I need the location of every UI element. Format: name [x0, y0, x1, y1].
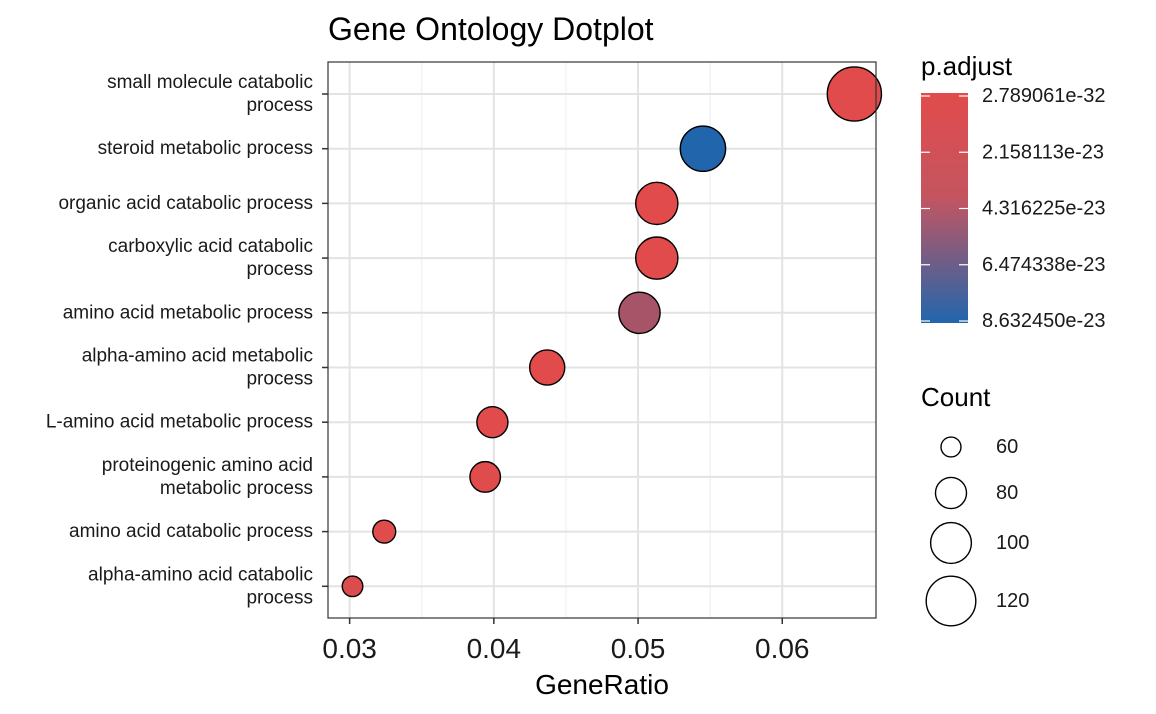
color-legend-labels: 2.789061e-32 2.158113e-23 4.316225e-23 6.47… — [921, 85, 1105, 332]
data-point — [528, 349, 566, 386]
y-tick-label: alpha-amino acid catabolic — [88, 564, 313, 585]
color-legend-label: 4.316225e-23 — [982, 198, 1105, 220]
size-legend-label: 80 — [996, 482, 1018, 504]
x-tick-label: 0.05 — [611, 633, 666, 664]
y-tick-label: steroid metabolic process — [98, 138, 313, 159]
y-tick-label: carboxylic acid catabolic — [108, 236, 313, 257]
data-point — [826, 66, 883, 122]
size-legend-label: 120 — [996, 590, 1029, 612]
y-tick-label: process — [246, 95, 313, 116]
x-tick-label: 0.03 — [322, 633, 377, 664]
data-point — [635, 181, 679, 226]
y-tick-label: amino acid catabolic process — [69, 521, 313, 542]
data-point — [679, 125, 727, 173]
x-axis-ticks: 0.03 0.04 0.05 0.06 — [322, 618, 810, 664]
size-legend-circle — [929, 521, 973, 565]
size-legend-circle — [934, 476, 968, 510]
y-tick-label: metabolic process — [160, 478, 313, 499]
y-tick-label: proteinogenic amino acid — [102, 455, 313, 476]
y-tick-label: amino acid metabolic process — [63, 302, 313, 323]
data-point — [476, 405, 509, 439]
color-legend-title: p.adjust — [921, 51, 1013, 81]
grid — [328, 62, 876, 618]
color-legend-label: 6.474338e-23 — [982, 254, 1105, 276]
color-legend-label: 8.632450e-23 — [982, 310, 1105, 332]
data-point — [618, 291, 661, 335]
color-legend-label: 2.158113e-23 — [982, 141, 1104, 163]
size-legend-title: Count — [921, 382, 991, 412]
size-legend-label: 60 — [996, 436, 1018, 458]
y-tick-label: small molecule catabolic — [107, 72, 313, 93]
size-legend-keys: 60 80 100 120 — [925, 436, 1029, 627]
data-point — [635, 236, 679, 280]
data-point — [469, 460, 502, 493]
size-legend-label: 100 — [996, 532, 1029, 554]
chart-title: Gene Ontology Dotplot — [328, 11, 654, 47]
y-tick-label: process — [246, 259, 313, 280]
x-tick-label: 0.04 — [467, 633, 522, 664]
y-tick-label: organic acid catabolic process — [58, 193, 313, 214]
y-tick-label: process — [246, 587, 313, 608]
y-tick-label: process — [246, 369, 313, 390]
size-legend-circle — [940, 436, 962, 458]
data-points — [341, 66, 883, 598]
y-tick-label: L-amino acid metabolic process — [46, 412, 313, 433]
x-tick-label: 0.06 — [755, 633, 810, 664]
data-point — [372, 519, 397, 544]
y-tick-label: alpha-amino acid metabolic — [82, 346, 313, 367]
x-axis-title: GeneRatio — [535, 669, 669, 700]
size-legend-circle — [925, 575, 977, 627]
data-point — [341, 575, 364, 598]
plot-panel-border — [327, 61, 877, 619]
color-legend-label: 2.789061e-32 — [982, 85, 1105, 107]
